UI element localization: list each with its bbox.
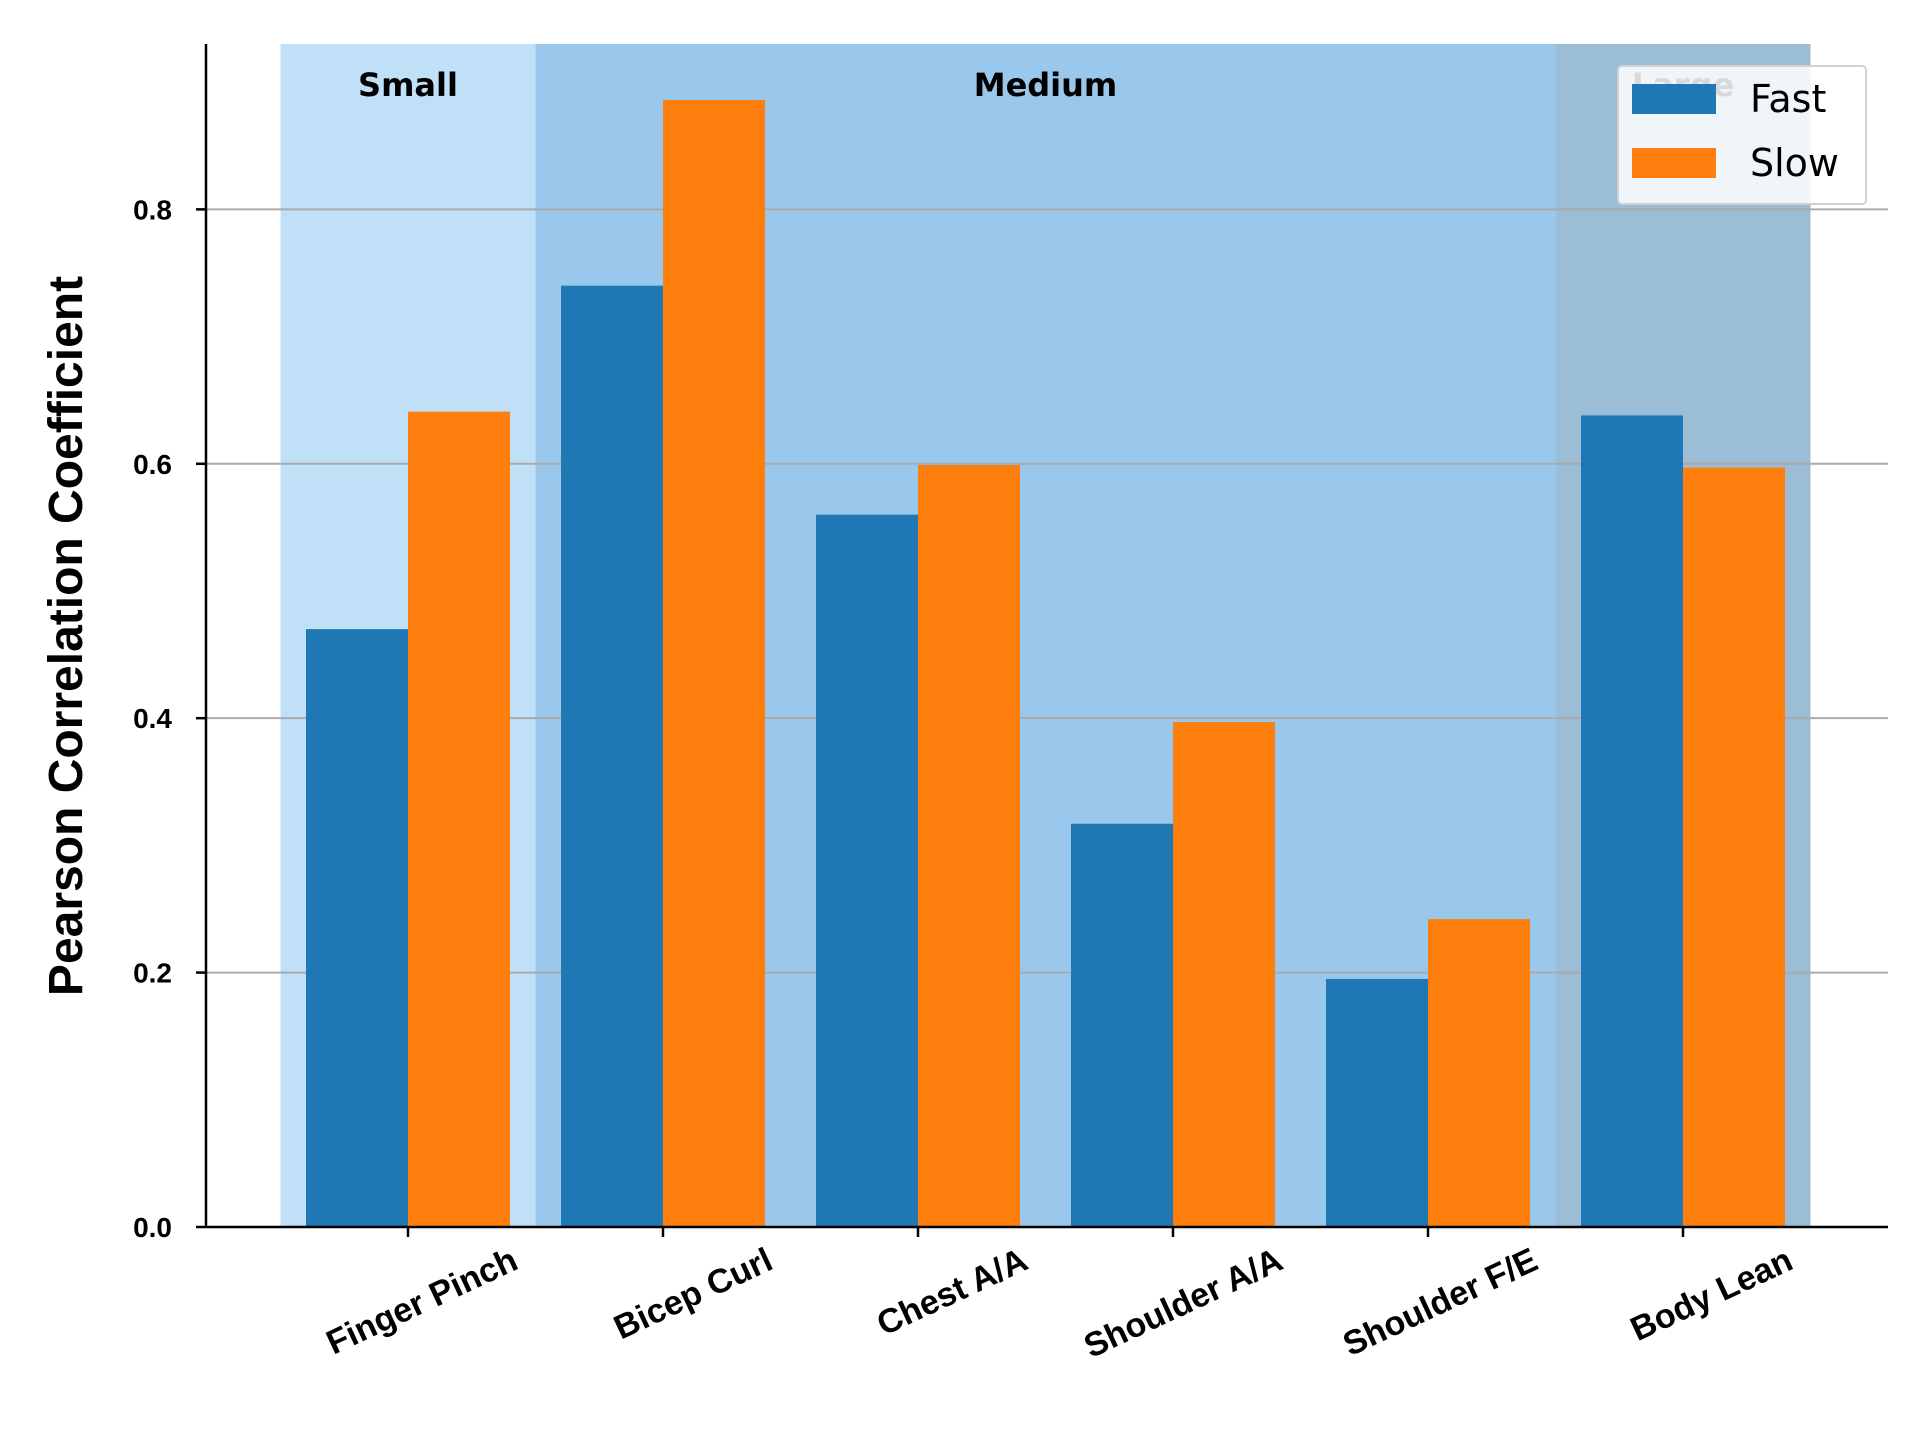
bar-slow	[1683, 467, 1785, 1227]
x-tick-label: Chest A/A	[871, 1241, 1033, 1344]
region-label-small: Small	[358, 66, 458, 104]
bar-slow	[408, 411, 510, 1227]
bar-fast	[1581, 415, 1683, 1228]
legend: Fast Slow	[1617, 65, 1867, 205]
bar-fast	[561, 285, 663, 1227]
x-tick-label: Bicep Curl	[608, 1241, 778, 1347]
x-ticks: Finger Pinch Bicep Curl Chest A/A Shoulder …	[321, 1227, 1799, 1366]
x-tick-label: Shoulder F/E	[1337, 1241, 1543, 1364]
x-tick-label: Finger Pinch	[321, 1241, 524, 1362]
axes	[204, 44, 1888, 1229]
y-tick-label: 0.8	[133, 194, 172, 225]
y-tick-label: 0.2	[133, 958, 172, 989]
x-tick-label: Shoulder A/A	[1078, 1241, 1288, 1366]
bar-slow	[918, 465, 1020, 1227]
bars	[306, 99, 1785, 1228]
bar-slow	[1428, 919, 1530, 1227]
y-axis-label: Pearson Correlation Coefficient	[40, 276, 93, 996]
y-ticks: 0.0 0.2 0.4 0.6 0.8	[133, 194, 206, 1243]
legend-swatch-fast	[1632, 84, 1716, 114]
bar-fast	[1071, 823, 1173, 1227]
bar-fast	[1326, 978, 1428, 1227]
bar-fast	[306, 629, 408, 1227]
region-label-medium: Medium	[974, 66, 1118, 104]
y-tick-label: 0.4	[133, 703, 172, 734]
bar-fast	[816, 514, 918, 1227]
legend-swatch-slow	[1632, 148, 1716, 178]
y-tick-label: 0.0	[133, 1212, 172, 1243]
bar-slow	[1173, 721, 1275, 1227]
legend-label-slow: Slow	[1750, 141, 1839, 185]
y-tick-label: 0.6	[133, 449, 172, 480]
bar-slow	[663, 99, 765, 1228]
legend-label-fast: Fast	[1750, 77, 1826, 121]
x-tick-label: Body Lean	[1625, 1241, 1799, 1349]
